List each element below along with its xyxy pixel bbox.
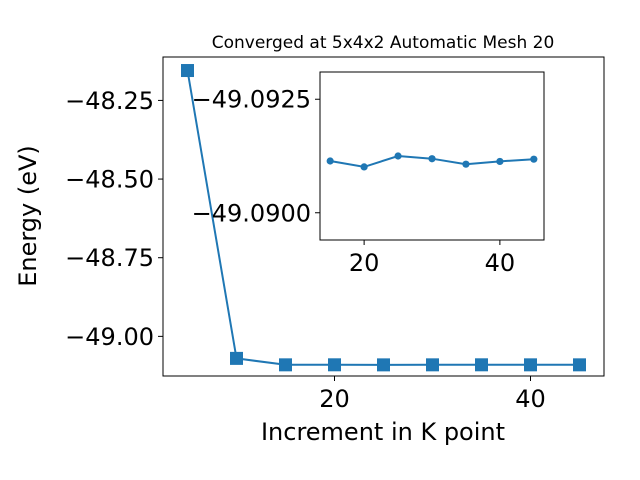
- main-data-point: [573, 358, 586, 372]
- main-data-point: [181, 64, 194, 78]
- x-axis-label: Increment in K point: [261, 418, 505, 446]
- main-data-point: [426, 358, 439, 372]
- main-data-point: [279, 358, 292, 372]
- main-y-tick-label: −48.50: [65, 166, 154, 194]
- inset-x-axis: 20 40: [349, 240, 515, 277]
- main-x-tick-label: 40: [515, 385, 546, 413]
- inset-plot-frame: [319, 71, 545, 241]
- inset-x-tick-label: 40: [485, 249, 516, 277]
- inset-y-tick-label: −49.0900: [192, 199, 311, 227]
- inset-y-tick-label: −49.0925: [192, 86, 311, 114]
- main-y-tick-label: −49.00: [65, 323, 154, 351]
- y-axis-label: Energy (eV): [14, 145, 42, 287]
- main-data-point: [328, 358, 341, 372]
- inset-y-axis: −49.0925 −49.0900: [192, 86, 320, 227]
- inset-data-point: [428, 155, 436, 163]
- inset-data-point: [360, 163, 368, 171]
- main-y-axis: −48.25 −48.50 −48.75 −49.00: [65, 87, 163, 351]
- inset-data-point: [496, 157, 504, 166]
- chart-title: Converged at 5x4x2 Automatic Mesh 20: [212, 33, 555, 53]
- main-data-point: [475, 358, 488, 372]
- main-y-tick-label: −48.25: [65, 87, 154, 115]
- main-series: [181, 64, 586, 372]
- main-x-axis: 20 40: [319, 376, 546, 413]
- main-x-tick-label: 20: [319, 385, 350, 413]
- inset-data-point: [530, 155, 538, 163]
- inset-x-tick-label: 20: [349, 249, 380, 277]
- inset-data-point: [326, 157, 334, 165]
- main-data-point: [524, 358, 537, 372]
- main-y-tick-label: −48.75: [65, 244, 154, 272]
- inset-data-point: [394, 152, 402, 160]
- main-data-point: [377, 358, 390, 372]
- inset-series: [326, 152, 538, 171]
- main-data-point: [230, 351, 243, 365]
- inset-data-point: [462, 160, 470, 168]
